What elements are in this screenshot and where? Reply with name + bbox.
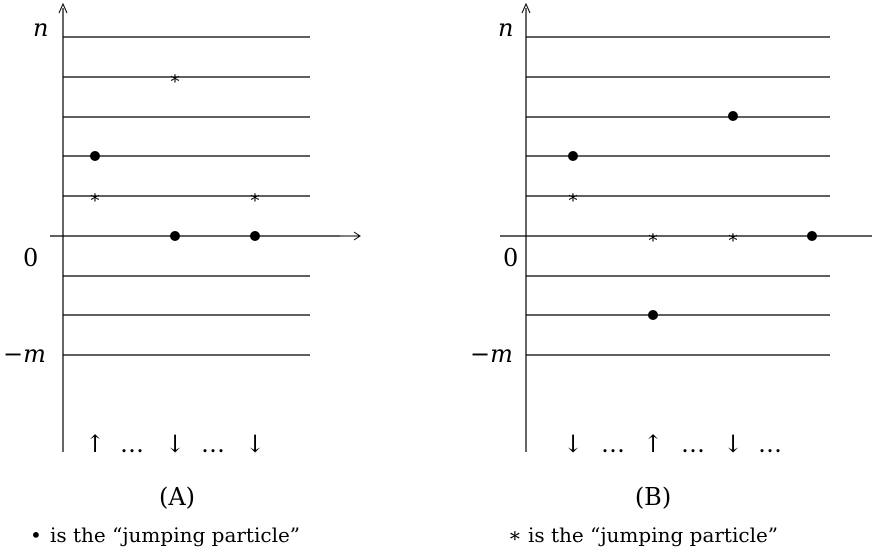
panel-b-ellipsis: … xyxy=(681,430,705,458)
panel-b-ellipsis: … xyxy=(758,430,782,458)
panel-b-particle-star: ∗ xyxy=(727,227,739,248)
panel-b-bottom-label: −m xyxy=(470,340,513,368)
panel-b-arrow-item: ↓ xyxy=(723,430,743,458)
panel-b-ellipsis: … xyxy=(601,430,625,458)
panel-b-top-label: n xyxy=(498,14,513,42)
panel-b-legend-symbol: ∗ xyxy=(508,523,522,547)
panel-b-particle-dot xyxy=(728,111,738,121)
panel-a-arrow-item: ↓ xyxy=(165,430,185,458)
panel-b-particle-star: ∗ xyxy=(567,187,579,208)
panel-a-ellipsis: … xyxy=(120,430,144,458)
panel-b-arrow-item: ↑ xyxy=(643,430,663,458)
panel-b-particle-dot xyxy=(807,231,817,241)
panel-a-right-arrow xyxy=(340,231,361,241)
panel-a-particle-dot xyxy=(170,231,180,241)
panel-a: n 0 −m ∗ ∗ ∗ ↑ … ↓ … ↓ (A) • is the “jum… xyxy=(3,2,361,547)
panel-a-particle-star: ∗ xyxy=(89,187,101,208)
panel-b-legend-text: is the “jumping particle” xyxy=(528,523,778,547)
panel-b: n 0 −m ∗ ∗ ∗ ∗ ↓ … ↑ … ↓ … (B) ∗ is the … xyxy=(470,2,872,547)
panel-b-particle-star: ∗ xyxy=(806,225,818,246)
panel-a-particle-dot xyxy=(90,151,100,161)
panel-a-particle-dot xyxy=(250,231,260,241)
panel-a-top-label: n xyxy=(33,14,48,42)
panel-a-zero-label: 0 xyxy=(23,244,38,272)
panel-b-particle-dot xyxy=(648,310,658,320)
panel-a-arrow-item: ↑ xyxy=(85,430,105,458)
panel-b-zero-label: 0 xyxy=(503,244,518,272)
panel-a-caption: (A) xyxy=(159,483,195,511)
panel-b-particle-dot xyxy=(568,151,578,161)
panel-a-legend-text: is the “jumping particle” xyxy=(50,523,300,547)
panel-a-particle-star: ∗ xyxy=(249,187,261,208)
panel-a-ellipsis: … xyxy=(201,430,225,458)
panel-b-particle-star: ∗ xyxy=(647,227,659,248)
panel-b-up-arrowhead xyxy=(521,2,531,14)
panel-a-arrow-item: ↓ xyxy=(245,430,265,458)
panel-a-legend-symbol: • xyxy=(30,523,42,547)
panel-a-bottom-label: −m xyxy=(3,340,46,368)
panel-b-caption: (B) xyxy=(635,483,671,511)
panel-b-arrow-item: ↓ xyxy=(563,430,583,458)
panel-a-up-arrowhead xyxy=(58,2,68,14)
panel-a-particle-star: ∗ xyxy=(169,68,181,89)
